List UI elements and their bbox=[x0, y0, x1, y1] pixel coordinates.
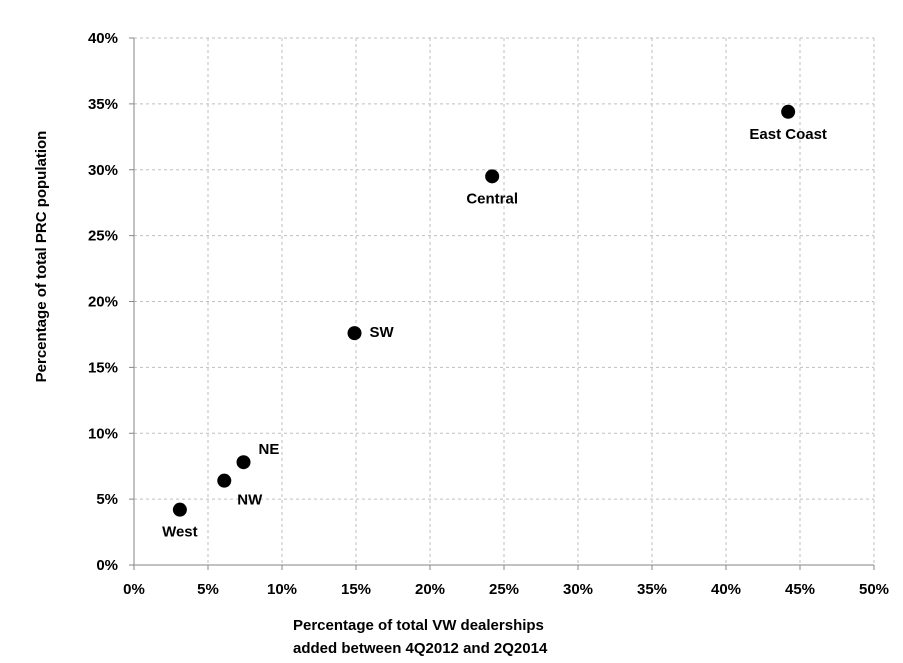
y-tick-label: 25% bbox=[88, 228, 118, 245]
point-label: West bbox=[162, 524, 198, 541]
x-tick-label: 20% bbox=[415, 581, 445, 598]
x-tick-label: 0% bbox=[123, 581, 145, 598]
point-label: NE bbox=[259, 441, 280, 458]
point-labels: West NW NE SW Central East Coast bbox=[162, 126, 827, 541]
data-point bbox=[485, 169, 500, 184]
x-tick-label: 30% bbox=[563, 581, 593, 598]
y-tick-label: 0% bbox=[96, 557, 118, 574]
point-label: Central bbox=[466, 190, 518, 207]
x-axis-title-line-1: Percentage of total VW dealerships bbox=[293, 617, 544, 634]
y-tick-label: 40% bbox=[88, 30, 118, 47]
data-point bbox=[781, 104, 796, 119]
axes bbox=[129, 37, 875, 570]
y-axis-title: Percentage of total PRC population bbox=[33, 131, 50, 383]
x-tick-label: 5% bbox=[197, 581, 219, 598]
x-tick-label: 15% bbox=[341, 581, 371, 598]
data-point bbox=[172, 502, 187, 517]
data-point bbox=[347, 326, 362, 341]
x-axis-title-line-2: added between 4Q2012 and 2Q2014 bbox=[293, 640, 548, 657]
x-tick-label: 50% bbox=[859, 581, 889, 598]
data-point bbox=[236, 455, 251, 470]
grid-lines bbox=[134, 37, 875, 565]
x-tick-labels: 0% 5% 10% 15% 20% 25% 30% 35% 40% 45% 50% bbox=[123, 581, 889, 598]
y-tick-label: 15% bbox=[88, 359, 118, 376]
y-tick-label: 5% bbox=[96, 491, 118, 508]
data-points bbox=[172, 104, 796, 517]
point-label: East Coast bbox=[749, 126, 827, 143]
y-tick-label: 35% bbox=[88, 96, 118, 113]
x-tick-label: 45% bbox=[785, 581, 815, 598]
point-label: NW bbox=[237, 492, 263, 509]
x-tick-label: 10% bbox=[267, 581, 297, 598]
x-tick-label: 35% bbox=[637, 581, 667, 598]
y-tick-label: 10% bbox=[88, 425, 118, 442]
x-tick-label: 40% bbox=[711, 581, 741, 598]
y-tick-labels: 0% 5% 10% 15% 20% 25% 30% 35% 40% bbox=[88, 30, 118, 574]
y-tick-label: 30% bbox=[88, 162, 118, 179]
x-tick-label: 25% bbox=[489, 581, 519, 598]
y-tick-label: 20% bbox=[88, 294, 118, 311]
data-point bbox=[217, 473, 232, 488]
point-label: SW bbox=[370, 324, 395, 341]
